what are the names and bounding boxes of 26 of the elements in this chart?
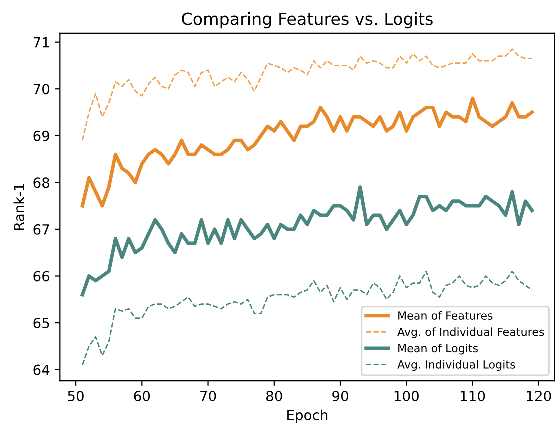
y-tick-label: 68 [34,178,50,188]
legend-label: Mean of Features [398,311,493,320]
x-tick-label: 80 [266,391,282,402]
x-tick-label: 110 [461,391,486,402]
line-series [82,48,533,142]
legend-label: Avg. of Individual Features [398,328,544,338]
x-tick-label: 70 [200,391,216,402]
y-axis-title: Rank-1 [14,184,25,230]
x-tick-label: 100 [394,391,419,402]
x-tick-label: 120 [527,391,552,402]
y-tick-label: 66 [34,271,50,282]
legend-label: Avg. Individual Logits [398,360,516,372]
line-series [80,96,534,208]
y-tick-label: 70 [34,84,50,95]
chart-title: Comparing Features vs. Logits [182,12,433,29]
x-axis-title: Epoch [288,410,328,424]
line-series [80,186,534,297]
x-tick-label: 90 [332,391,348,402]
legend-label: Mean of Logits [398,344,478,355]
x-tick-label: 50 [68,391,84,402]
y-tick-label: 65 [34,318,50,329]
y-tick-label: 69 [34,130,50,142]
x-tick-label: 60 [134,391,150,402]
y-tick-label: 64 [34,364,50,376]
y-tick-label: 71 [34,37,50,48]
y-tick-label: 67 [34,224,50,235]
